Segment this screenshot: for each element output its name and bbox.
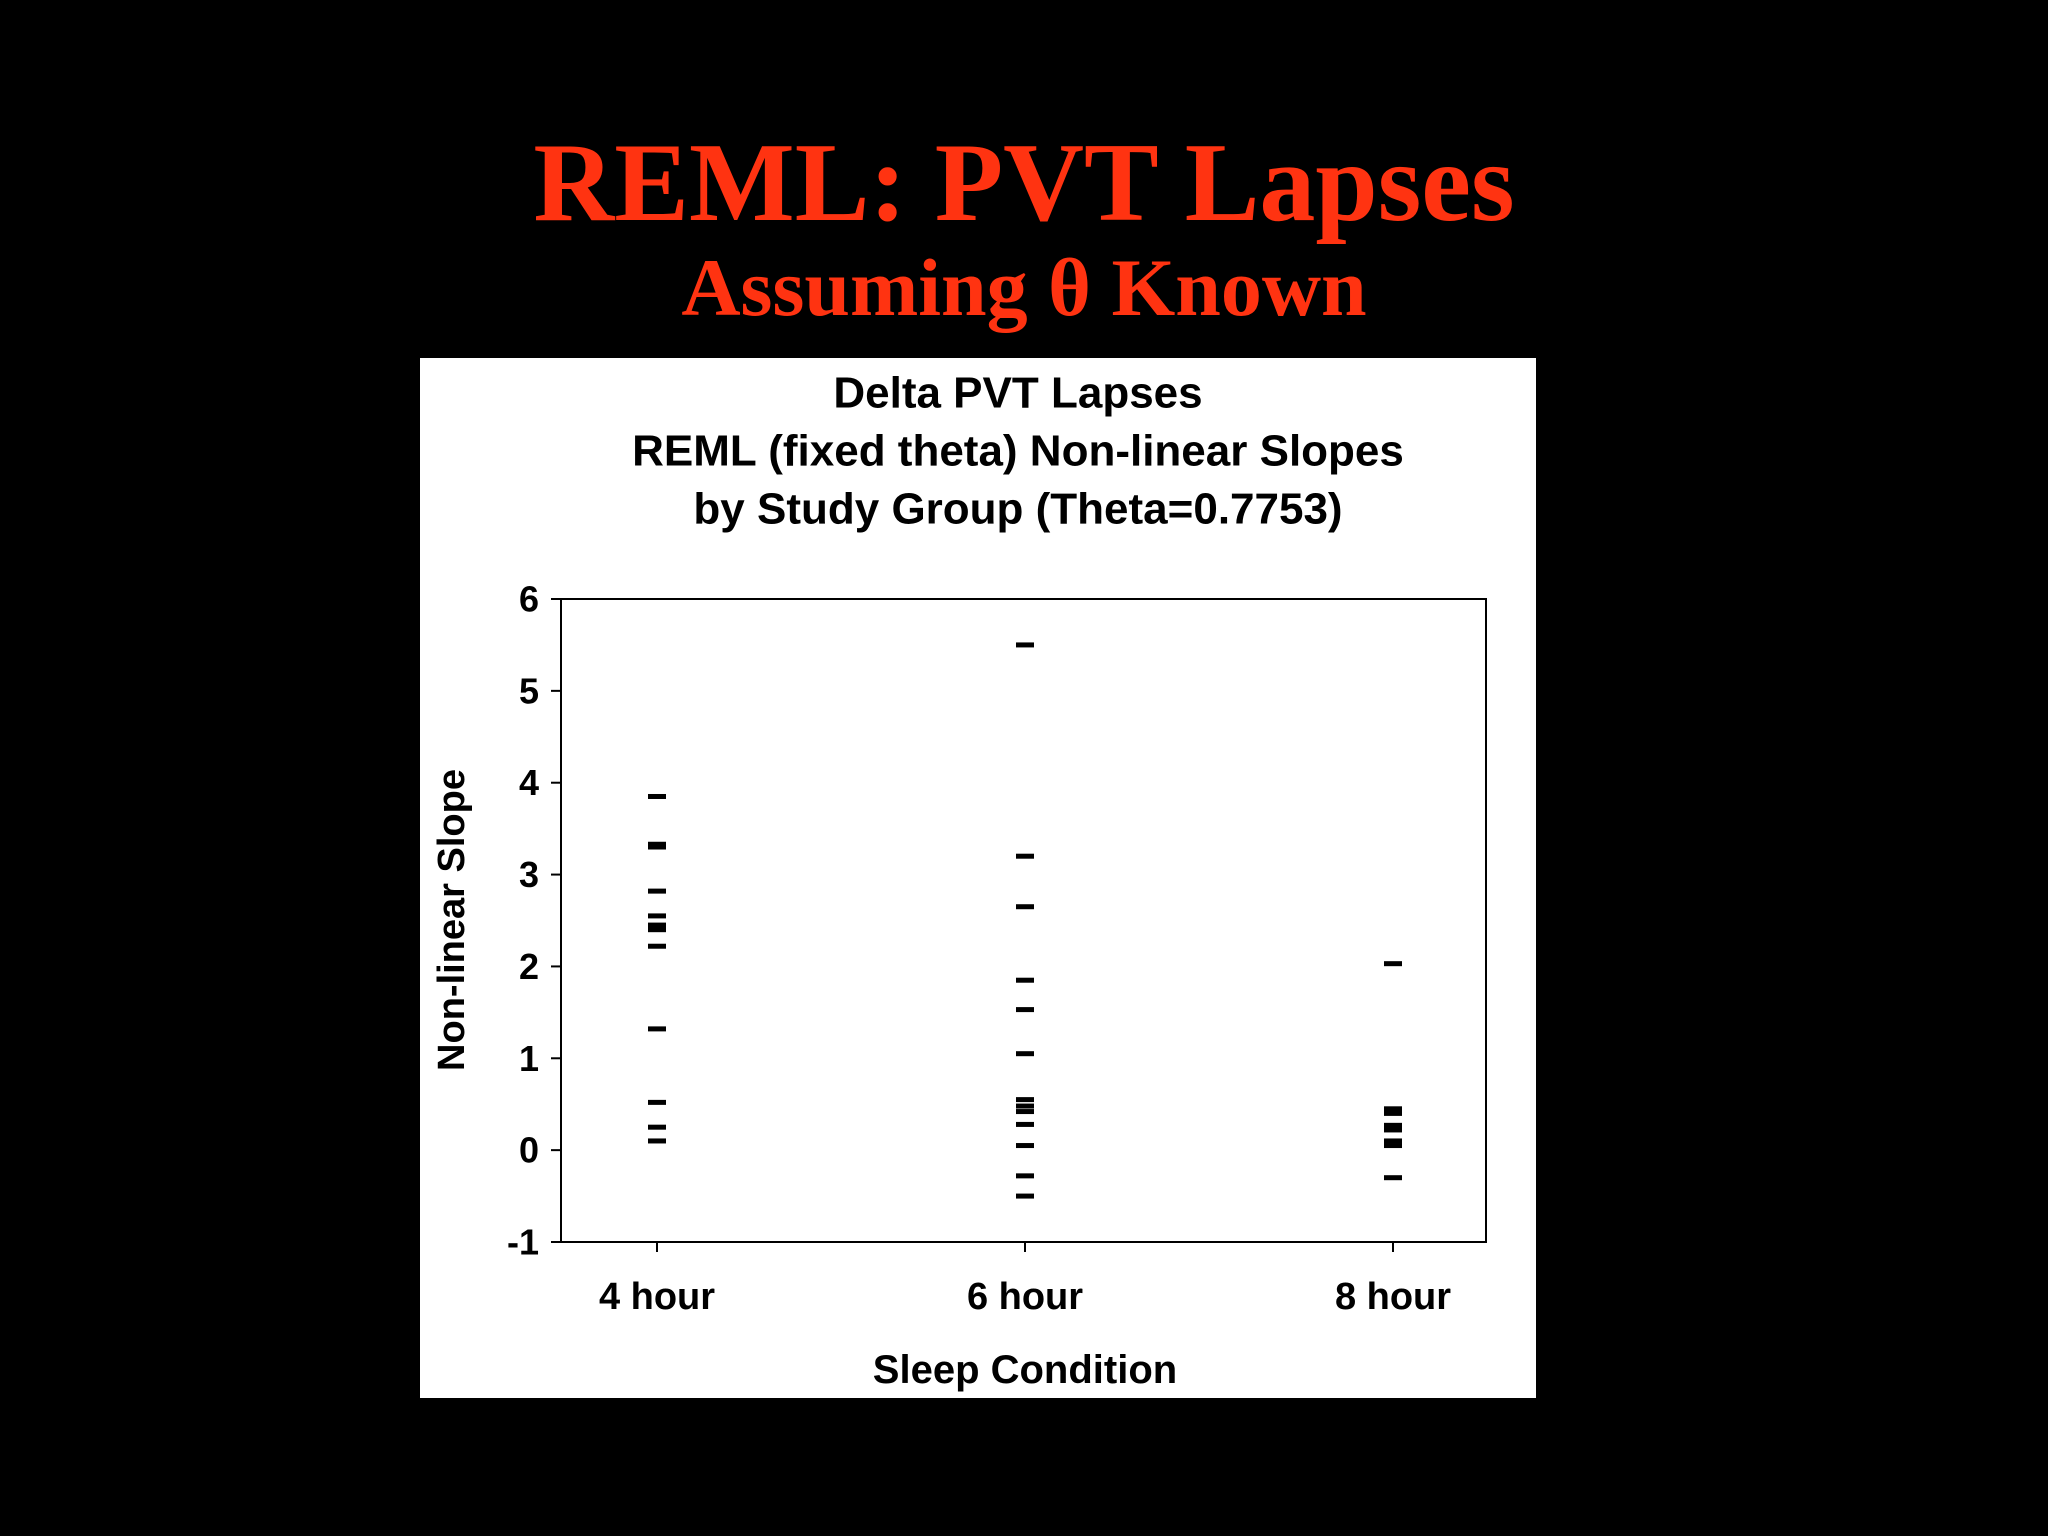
data-point-dash — [1016, 1007, 1034, 1013]
data-point-dash — [1016, 1097, 1034, 1103]
chart-title: Delta PVT Lapses REML (fixed theta) Non-… — [632, 369, 1404, 534]
data-point-dash — [1384, 961, 1402, 967]
data-point-dash — [1016, 1143, 1034, 1149]
data-point-dash — [648, 1138, 666, 1144]
y-tick-label: 6 — [519, 579, 539, 620]
data-point-dash — [648, 913, 666, 919]
slide-subtitle: Assuming θ Known — [681, 242, 1367, 333]
data-point-dash — [1016, 1173, 1034, 1179]
y-tick-label: 4 — [519, 762, 539, 803]
data-point-dash — [1016, 1109, 1034, 1115]
y-tick-label: 5 — [519, 670, 539, 711]
data-point-dash — [1016, 853, 1034, 859]
data-point-dash — [1016, 642, 1034, 648]
data-point-dash — [1384, 1175, 1402, 1181]
y-tick-label: 2 — [519, 946, 539, 987]
data-point-dash — [1384, 1127, 1402, 1133]
x-tick-label: 8 hour — [1335, 1276, 1451, 1318]
y-tick-label: -1 — [507, 1222, 539, 1263]
data-point-dash — [1384, 1106, 1402, 1112]
x-tick-label: 6 hour — [967, 1276, 1083, 1318]
chart-title-line-3: by Study Group (Theta=0.7753) — [693, 485, 1342, 534]
scatter-chart: Delta PVT Lapses REML (fixed theta) Non-… — [431, 369, 1487, 1392]
slide-title: REML: PVT Lapses — [533, 121, 1515, 245]
data-point-dash — [1384, 1138, 1402, 1144]
data-point-dash — [1384, 1122, 1402, 1128]
data-point-dash — [1016, 977, 1034, 983]
chart-panel: Delta PVT Lapses REML (fixed theta) Non-… — [420, 358, 1536, 1398]
data-point-dash — [1016, 1121, 1034, 1127]
data-point-dash — [1384, 1110, 1402, 1116]
y-axis-label: Non-linear Slope — [431, 769, 473, 1071]
chart-title-line-1: Delta PVT Lapses — [833, 369, 1202, 418]
data-point-dash — [1016, 1193, 1034, 1199]
data-point-dash — [1016, 1103, 1034, 1109]
y-tick-label: 0 — [519, 1130, 539, 1171]
x-axis: 4 hour 6 hour 8 hour — [599, 1242, 1451, 1318]
data-marks — [648, 642, 1402, 1199]
data-point-dash — [648, 943, 666, 949]
x-axis-label: Sleep Condition — [873, 1348, 1177, 1392]
data-point-dash — [648, 927, 666, 933]
data-point-dash — [648, 841, 666, 847]
data-point-dash — [648, 1124, 666, 1130]
y-axis: 6 5 4 3 2 1 0 -1 — [507, 579, 561, 1263]
plot-area — [560, 598, 1487, 1243]
data-point-dash — [1016, 904, 1034, 910]
x-tick-label: 4 hour — [599, 1276, 715, 1318]
data-point-dash — [648, 1026, 666, 1032]
data-point-dash — [648, 1099, 666, 1105]
data-point-dash — [648, 888, 666, 894]
data-point-dash — [648, 844, 666, 850]
y-tick-label: 3 — [519, 854, 539, 895]
y-tick-label: 1 — [519, 1038, 539, 1079]
data-point-dash — [648, 793, 666, 799]
data-point-dash — [648, 922, 666, 928]
chart-title-line-2: REML (fixed theta) Non-linear Slopes — [632, 427, 1404, 476]
data-point-dash — [1384, 1143, 1402, 1149]
data-point-dash — [1016, 1051, 1034, 1057]
